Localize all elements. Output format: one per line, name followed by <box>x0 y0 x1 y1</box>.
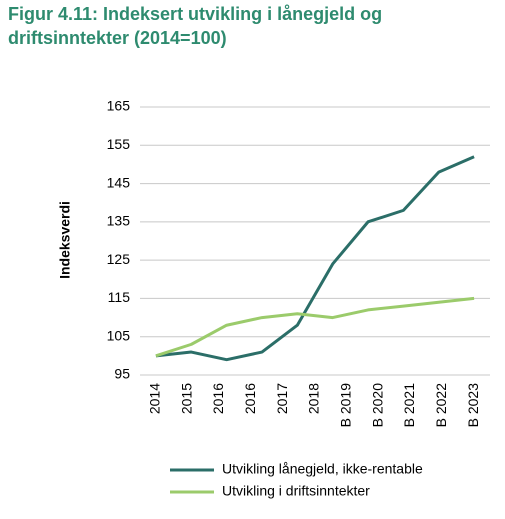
x-tick-label: 2016 <box>210 383 226 414</box>
chart-subtitle: driftsinntekter (2014=100) <box>8 28 227 48</box>
x-tick-label: 2014 <box>147 383 163 414</box>
data-line <box>155 296 475 358</box>
y-tick-label: 115 <box>108 289 131 305</box>
y-tick-label: 155 <box>107 136 131 152</box>
x-tick-label: 2015 <box>178 383 194 414</box>
x-tick-label: B 2022 <box>433 383 449 428</box>
y-tick-label: 145 <box>107 174 131 190</box>
x-tick-label: B 2020 <box>369 383 385 428</box>
y-tick-label: 125 <box>107 251 131 267</box>
x-tick-label: B 2021 <box>401 383 417 428</box>
y-tick-label: 95 <box>114 366 130 382</box>
y-axis-title: Indeksverdi <box>57 201 73 279</box>
x-tick-label: 2018 <box>306 383 322 414</box>
data-line <box>155 155 475 362</box>
y-tick-label: 165 <box>107 98 131 114</box>
legend-label: Utvikling i driftsinntekter <box>222 483 370 499</box>
y-tick-label: 105 <box>107 327 131 343</box>
x-tick-label: 2016 <box>242 383 258 414</box>
chart-title: Figur 4.11: Indeksert utvikling i lånegj… <box>8 4 382 24</box>
legend-label: Utvikling lånegjeld, ikke-rentable <box>222 461 423 477</box>
x-tick-label: 2017 <box>274 383 290 414</box>
x-tick-label: B 2019 <box>338 383 354 428</box>
x-tick-label: B 2023 <box>465 383 481 428</box>
y-tick-label: 135 <box>107 213 131 229</box>
